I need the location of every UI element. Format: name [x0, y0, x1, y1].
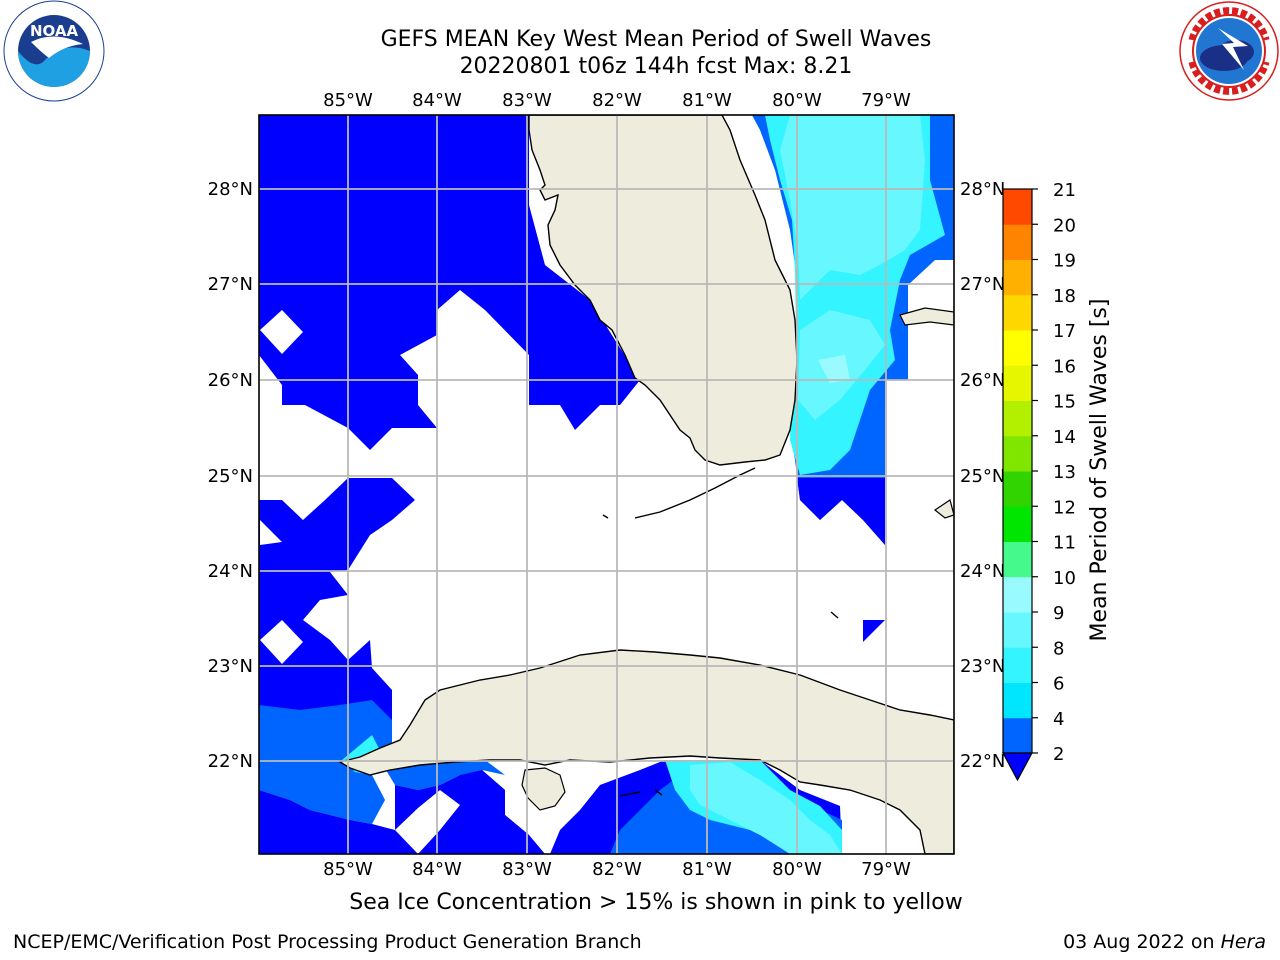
colorbar-tick-label: 8 [1053, 638, 1064, 659]
colorbar-tick-label: 6 [1053, 674, 1064, 695]
lon-label-top: 85°W [323, 90, 373, 111]
colorbar-tick-label: 17 [1053, 321, 1076, 342]
colorbar-segment [1003, 400, 1032, 437]
footer-credit: NCEP/EMC/Verification Post Processing Pr… [13, 931, 642, 953]
colorbar-segment [1003, 435, 1032, 472]
chart-title: GEFS MEAN Key West Mean Period of Swell … [380, 27, 932, 52]
lon-label-top: 83°W [502, 90, 552, 111]
colorbar-tick-label: 12 [1053, 497, 1076, 518]
colorbar-segment [1003, 576, 1032, 613]
lat-label-right: 27°N [960, 274, 1005, 295]
colorbar-tick-label: 16 [1053, 356, 1076, 377]
colorbar-segment [1003, 506, 1032, 542]
colorbar-segment [1003, 682, 1032, 719]
colorbar-tick-label: 15 [1053, 392, 1076, 413]
colorbar-segment [1003, 471, 1032, 507]
colorbar-tick-label: 4 [1053, 709, 1064, 730]
lon-label-top: 79°W [861, 90, 911, 111]
lon-label-top: 81°W [682, 90, 732, 111]
noaa-logo: NOAA [3, 0, 105, 102]
colorbar-tick-label: 13 [1053, 462, 1076, 483]
lon-label-bottom: 79°W [861, 859, 911, 880]
swell-region-west [259, 478, 415, 760]
colorbar-tick-label: 9 [1053, 603, 1064, 624]
lat-label-right: 28°N [960, 179, 1005, 200]
footer-date: 03 Aug 2022 on Hera [1063, 931, 1266, 953]
lon-label-bottom: 84°W [412, 859, 462, 880]
colorbar-under-triangle [1001, 752, 1034, 782]
lat-label-right: 23°N [960, 656, 1005, 677]
lat-label-left: 24°N [208, 561, 253, 582]
colorbar-segment [1003, 259, 1032, 296]
colorbar-segment [1003, 612, 1032, 648]
colorbar-label: Mean Period of Swell Waves [s] [1087, 299, 1112, 642]
colorbar-tick-label: 2 [1053, 744, 1064, 765]
sea-ice-note: Sea Ice Concentration > 15% is shown in … [349, 890, 963, 915]
lat-label-left: 27°N [208, 274, 253, 295]
lon-label-top: 80°W [772, 90, 822, 111]
colorbar-segment [1003, 224, 1032, 260]
florida-land [528, 115, 798, 466]
lat-label-left: 28°N [208, 179, 253, 200]
lat-label-left: 26°N [208, 370, 253, 391]
colorbar-tick-label: 11 [1053, 533, 1076, 554]
chart-subtitle: 20220801 t06z 144h fcst Max: 8.21 [459, 54, 853, 79]
swell-region-atlantic-6 [780, 115, 925, 300]
colorbar: 2 4 6 8 9 10 11 12 13 14 15 16 17 18 19 20 21 [1001, 180, 1076, 782]
lon-label-bottom: 83°W [502, 859, 552, 880]
nws-logo [1179, 1, 1279, 101]
lon-label-bottom: 82°W [592, 859, 642, 880]
lon-label-bottom: 81°W [682, 859, 732, 880]
lat-label-right: 22°N [960, 751, 1005, 772]
colorbar-segment [1003, 717, 1032, 754]
colorbar-segment [1003, 365, 1032, 401]
map-frame [258, 114, 955, 855]
footer-host: Hera [1220, 931, 1266, 953]
lon-label-top: 82°W [592, 90, 642, 111]
colorbar-tick-label: 21 [1053, 180, 1076, 201]
footer-date-text: 03 Aug 2022 on [1063, 931, 1221, 953]
swell-region-southwest-2 [259, 700, 392, 824]
lat-label-right: 24°N [960, 561, 1005, 582]
colorbar-tick-label: 19 [1053, 251, 1076, 272]
colorbar-segment [1003, 647, 1032, 683]
colorbar-tick-label: 20 [1053, 215, 1076, 236]
svg-text:NOAA: NOAA [30, 22, 79, 40]
graticule [259, 115, 954, 854]
colorbar-segment [1003, 330, 1032, 366]
lat-label-right: 25°N [960, 466, 1005, 487]
colorbar-segment [1003, 541, 1032, 578]
colorbar-tick-label: 14 [1053, 427, 1076, 448]
lat-label-left: 23°N [208, 656, 253, 677]
colorbar-segment [1003, 189, 1032, 225]
lat-label-left: 22°N [208, 751, 253, 772]
swell-region-gulf [259, 115, 640, 450]
colorbar-segment [1003, 294, 1032, 331]
lon-label-bottom: 85°W [323, 859, 373, 880]
lon-label-top: 84°W [412, 90, 462, 111]
cuba-land [338, 649, 954, 854]
colorbar-tick-label: 10 [1053, 568, 1076, 589]
lat-label-right: 26°N [960, 370, 1005, 391]
lat-label-left: 25°N [208, 466, 253, 487]
lon-label-bottom: 80°W [772, 859, 822, 880]
colorbar-tick-label: 18 [1053, 286, 1076, 307]
isla-juventud [521, 767, 566, 811]
